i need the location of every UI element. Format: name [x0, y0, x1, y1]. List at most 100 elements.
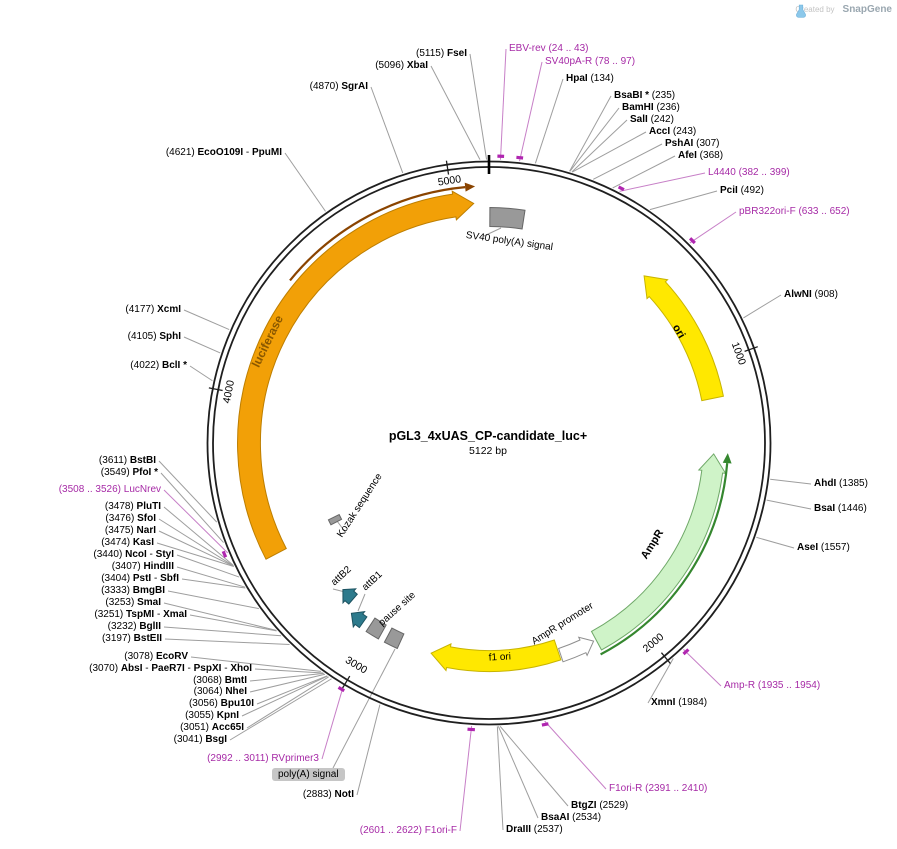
site-label-xcmi: (4177) XcmI — [125, 304, 181, 315]
site-label-absi-paer7i-pspxi-xhoi: (3070) AbsI - PaeR7I - PspXI - XhoI — [89, 663, 252, 674]
leader-asei — [756, 536, 795, 549]
scale-label-2000: 2000 — [641, 631, 667, 655]
site-label-tspmi-xmai: (3251) TspMI - XmaI — [94, 609, 187, 620]
site-label-psti-sbfi: (3404) PstI - SbfI — [101, 573, 179, 584]
leader-sphi — [183, 336, 221, 354]
leader-alwni — [743, 294, 782, 319]
primer-mark-f1ori-r — [541, 722, 549, 727]
site-label-pcii: PciI (492) — [720, 185, 764, 196]
scale-label-4000: 4000 — [221, 379, 237, 404]
feature-arrows — [237, 182, 732, 672]
watermark: Created by SnapGene — [795, 4, 892, 18]
site-label-hpai: HpaI (134) — [566, 73, 614, 84]
leader-sv40pa-r — [519, 61, 543, 162]
scale-tick-2000 — [660, 652, 671, 664]
leader-psti-sbfi — [181, 578, 246, 589]
scale-label-1000: 1000 — [729, 341, 748, 367]
primer-mark-rvprimer3 — [337, 686, 346, 693]
site-label-alwni: AlwNI (908) — [784, 289, 838, 300]
scale-tick-3000 — [342, 675, 351, 689]
primer-mark-sv40pa-r — [516, 155, 524, 160]
site-label-acci: AccI (243) — [649, 126, 697, 137]
feature-luc-orf-head — [464, 182, 476, 192]
leader-sfoi — [158, 518, 234, 567]
leader-bsai — [766, 499, 812, 510]
feature-label-attb1: attB1 — [360, 569, 385, 593]
leader-ebv-rev — [499, 48, 507, 160]
site-label-lucnrev: (3508 .. 3526) LucNrev — [58, 484, 161, 495]
leader-ahdi — [770, 478, 812, 485]
leader-rvprimer3 — [321, 686, 344, 760]
feature-label-sv40-polya: SV40 poly(A) signal — [465, 230, 554, 253]
feature-leader-kozak — [336, 520, 347, 534]
feature-luc-orf — [289, 186, 466, 282]
feature-ori — [643, 275, 724, 402]
site-label-sv40pa-r: SV40pA-R (78 .. 97) — [545, 56, 636, 67]
site-label-xbai: (5096) XbaI — [375, 60, 428, 71]
feature-f1-ori — [430, 639, 562, 672]
leader-afei — [612, 155, 676, 189]
leader-tspmi-xmai — [189, 614, 277, 632]
site-label-bmgbi: (3333) BmgBI — [101, 585, 165, 596]
primer-mark-amp-r — [682, 648, 690, 656]
site-label-smai: (3253) SmaI — [105, 597, 161, 608]
leader-bsteii — [164, 638, 290, 646]
site-label-amp-r: Amp-R (1935 .. 1954) — [724, 680, 821, 691]
leader-smai — [163, 602, 277, 631]
feature-sv40-polya — [489, 206, 526, 230]
leader-polya-chip — [332, 648, 396, 769]
site-label-pfoi: (3549) PfoI * — [100, 467, 158, 478]
feature-ampr-orf — [600, 463, 729, 656]
leader-f1ori-f — [459, 725, 473, 832]
leader-pluti — [163, 506, 234, 566]
leader-sali — [571, 119, 628, 173]
feature-pause-site — [365, 617, 387, 640]
feature-leader-attb1 — [357, 593, 366, 612]
leader-bsabi — [569, 95, 612, 172]
feature-ampr-orf-head — [722, 453, 732, 464]
feature-label-kozak: Kozak sequence — [335, 471, 385, 539]
feature-luciferase — [237, 190, 475, 560]
leader-lines — [156, 48, 812, 832]
primer-mark-lucnrev — [221, 550, 228, 558]
scale-tick-5000 — [445, 160, 450, 175]
site-label-bsgi: (3041) BsgI — [173, 734, 227, 745]
leader-xbai — [430, 65, 481, 160]
leader-amp-r — [683, 648, 722, 687]
site-label-ebv-rev: EBV-rev (24 .. 43) — [509, 43, 589, 54]
leader-pcii — [649, 190, 718, 211]
site-label-pbr322ori-f: pBR322ori-F (633 .. 652) — [739, 206, 850, 217]
feature-attb2 — [342, 588, 359, 605]
leader-draiii — [496, 726, 504, 831]
site-label-bglii: (3232) BglII — [107, 621, 161, 632]
leader-hindiii — [176, 566, 245, 588]
site-label-rvprimer3: (2992 .. 3011) RVprimer3 — [207, 753, 319, 764]
leader-nhei — [249, 673, 326, 693]
leader-ecoo109i-ppumi — [284, 152, 326, 212]
site-label-sphi: (4105) SphI — [127, 331, 181, 342]
feature-ampr — [590, 453, 727, 651]
primer-mark-f1ori-f — [467, 727, 475, 732]
scale-ticks — [208, 155, 758, 689]
leader-bsaai — [497, 726, 539, 819]
primer-mark-l4440 — [617, 185, 625, 192]
leader-bmgbi — [167, 590, 259, 610]
snapgene-brand-text: SnapGene — [842, 4, 892, 15]
feature-label-f1-ori: f1 ori — [488, 651, 511, 663]
feature-kozak — [327, 513, 343, 526]
leader-xmni — [647, 658, 674, 704]
leader-bamhi — [569, 107, 620, 172]
leader-kpni — [241, 675, 328, 717]
leader-ncoi-styi — [176, 554, 240, 578]
site-label-l4440: L4440 (382 .. 399) — [708, 167, 790, 178]
site-label-f1ori-f: (2601 .. 2622) F1ori-F — [359, 825, 457, 836]
leader-f1ori-r — [544, 720, 607, 790]
site-label-fsei: (5115) FseI — [416, 48, 467, 59]
site-label-pshai: PshAI (307) — [665, 138, 720, 149]
feature-label-pause-site: pause site — [377, 590, 419, 629]
plasmid-size: 5122 bp — [469, 445, 507, 457]
leader-nari — [158, 530, 234, 567]
feature-polya-box — [383, 627, 405, 650]
leader-sgrai — [370, 86, 404, 174]
